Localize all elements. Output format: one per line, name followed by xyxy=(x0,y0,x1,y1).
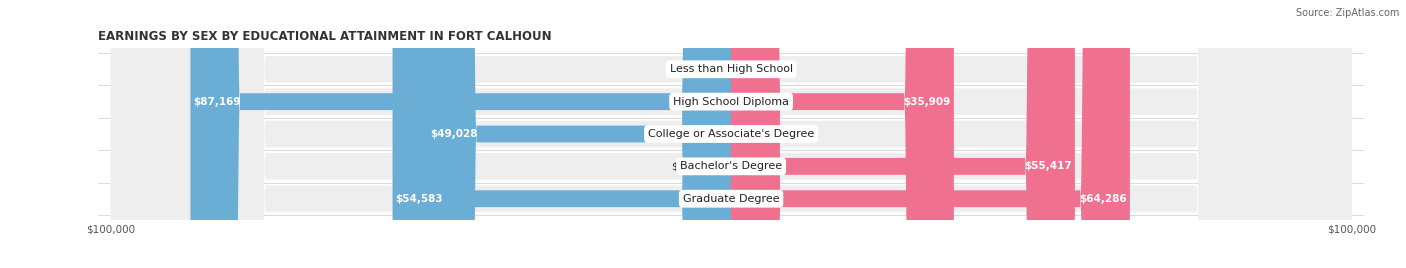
FancyBboxPatch shape xyxy=(731,0,953,268)
Text: $0: $0 xyxy=(778,129,790,139)
Text: Graduate Degree: Graduate Degree xyxy=(683,194,779,204)
FancyBboxPatch shape xyxy=(111,0,1351,268)
Text: $87,169: $87,169 xyxy=(194,97,240,107)
Text: High School Diploma: High School Diploma xyxy=(673,97,789,107)
FancyBboxPatch shape xyxy=(111,0,1351,268)
Text: $0: $0 xyxy=(778,64,790,74)
FancyBboxPatch shape xyxy=(731,0,775,268)
FancyBboxPatch shape xyxy=(392,0,731,268)
FancyBboxPatch shape xyxy=(731,0,1074,268)
FancyBboxPatch shape xyxy=(111,0,1351,268)
Text: College or Associate's Degree: College or Associate's Degree xyxy=(648,129,814,139)
Text: $64,286: $64,286 xyxy=(1080,194,1126,204)
FancyBboxPatch shape xyxy=(427,0,731,268)
Text: $35,909: $35,909 xyxy=(904,97,950,107)
Text: $49,028: $49,028 xyxy=(430,129,478,139)
Text: EARNINGS BY SEX BY EDUCATIONAL ATTAINMENT IN FORT CALHOUN: EARNINGS BY SEX BY EDUCATIONAL ATTAINMEN… xyxy=(98,30,553,43)
Text: Source: ZipAtlas.com: Source: ZipAtlas.com xyxy=(1295,8,1399,18)
Text: Less than High School: Less than High School xyxy=(669,64,793,74)
FancyBboxPatch shape xyxy=(688,0,731,268)
FancyBboxPatch shape xyxy=(731,0,775,268)
Text: $0: $0 xyxy=(672,64,685,74)
FancyBboxPatch shape xyxy=(731,0,1130,268)
FancyBboxPatch shape xyxy=(688,0,731,268)
Text: $54,583: $54,583 xyxy=(395,194,443,204)
FancyBboxPatch shape xyxy=(190,0,731,268)
Text: $0: $0 xyxy=(672,161,685,171)
Text: $55,417: $55,417 xyxy=(1024,161,1071,171)
FancyBboxPatch shape xyxy=(111,0,1351,268)
FancyBboxPatch shape xyxy=(111,0,1351,268)
Text: Bachelor's Degree: Bachelor's Degree xyxy=(681,161,782,171)
